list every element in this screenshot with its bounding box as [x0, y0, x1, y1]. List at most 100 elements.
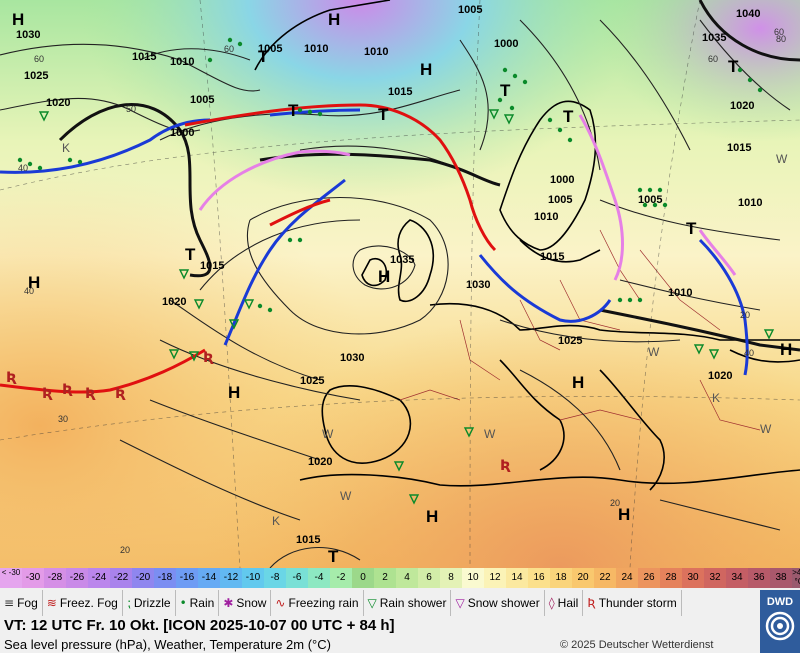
scale-cell: -14 — [198, 568, 220, 588]
scale-cell-min: < -30 — [0, 568, 22, 588]
svg-text:1010: 1010 — [170, 56, 194, 68]
graticule — [0, 0, 800, 568]
svg-text:40: 40 — [744, 348, 754, 358]
scale-cell: 12 — [484, 568, 506, 588]
low-centre: T — [686, 219, 697, 238]
scale-cell: -26 — [66, 568, 88, 588]
svg-text:1005: 1005 — [458, 4, 482, 16]
svg-text:1000: 1000 — [494, 38, 518, 50]
scale-cell: -6 — [286, 568, 308, 588]
svg-text:1005: 1005 — [548, 194, 572, 206]
weather-symbol-icon: • — [179, 596, 187, 610]
shower-markers — [38, 109, 775, 505]
symbol-legend-item: ✱ Snow — [219, 590, 272, 616]
weather-symbol-icon: ⁏ — [126, 596, 131, 610]
high-centre: H — [426, 507, 438, 526]
high-centre: H — [228, 383, 240, 402]
symbol-legend-item: ⁏ Drizzle — [123, 590, 176, 616]
rain-markers — [17, 37, 763, 313]
svg-text:Ʀ: Ʀ — [500, 458, 511, 474]
scale-cell: -22 — [110, 568, 132, 588]
symbol-label: Drizzle — [133, 595, 171, 610]
scale-cell: 22 — [594, 568, 616, 588]
pressure-centres: H H H H H H H H H H T T T T T T T T T — [12, 10, 792, 566]
symbol-legend-item: ▽ Rain shower — [364, 590, 452, 616]
svg-text:1030: 1030 — [466, 279, 490, 291]
high-centre: H — [420, 60, 432, 79]
scale-cell: -8 — [264, 568, 286, 588]
svg-text:60: 60 — [34, 54, 44, 64]
svg-text:1015: 1015 — [200, 260, 224, 272]
symbol-legend-item: • Rain — [176, 590, 220, 616]
low-centre: T — [258, 47, 269, 66]
thunderstorm-markers: ƦƦ Ʀ Ʀ ƦƦ Ʀ — [6, 350, 511, 474]
scale-cell: 24 — [616, 568, 638, 588]
svg-text:W: W — [648, 345, 660, 359]
cold-fronts — [0, 108, 749, 376]
svg-text:1010: 1010 — [304, 43, 328, 55]
scale-cell: 28 — [660, 568, 682, 588]
symbol-legend-item: ≋ Freez. Fog — [43, 590, 123, 616]
scale-cell: 6 — [418, 568, 440, 588]
svg-text:1040: 1040 — [736, 8, 760, 20]
weather-symbol-icon: ≡ — [4, 596, 15, 610]
scale-cell: 0 — [352, 568, 374, 588]
svg-text:60: 60 — [708, 54, 718, 64]
svg-text:1015: 1015 — [388, 86, 412, 98]
svg-text:Ʀ: Ʀ — [42, 386, 53, 402]
high-centre: H — [12, 10, 24, 29]
svg-text:1000: 1000 — [550, 174, 574, 186]
symbol-legend-item: ▽ Snow shower — [451, 590, 545, 616]
svg-text:1020: 1020 — [730, 100, 754, 112]
svg-text:50: 50 — [126, 104, 136, 114]
high-centre: H — [572, 373, 584, 392]
svg-text:K: K — [712, 391, 720, 405]
scale-cell: 20 — [572, 568, 594, 588]
scale-cell: -20 — [132, 568, 154, 588]
svg-text:1000: 1000 — [170, 127, 194, 139]
scale-cell: 8 — [440, 568, 462, 588]
svg-text:W: W — [322, 427, 334, 441]
svg-text:Ʀ: Ʀ — [85, 386, 96, 402]
symbol-legend-item: ≡ Fog — [0, 590, 43, 616]
svg-text:1020: 1020 — [708, 370, 732, 382]
scale-cell: 2 — [374, 568, 396, 588]
svg-text:1015: 1015 — [132, 51, 156, 63]
scale-cell: 16 — [528, 568, 550, 588]
dwd-logo: DWD — [760, 590, 800, 653]
svg-text:W: W — [340, 489, 352, 503]
svg-text:20: 20 — [120, 545, 130, 555]
svg-text:1005: 1005 — [638, 194, 662, 206]
symbol-label: Rain — [189, 595, 215, 610]
scale-cell: 30 — [682, 568, 704, 588]
low-centre: T — [288, 101, 299, 120]
troughs — [58, 0, 800, 352]
svg-text:1030: 1030 — [16, 29, 40, 41]
map-subtitle: Sea level pressure (hPa), Weather, Tempe… — [4, 637, 331, 652]
svg-text:40: 40 — [24, 286, 34, 296]
svg-text:20: 20 — [740, 310, 750, 320]
symbol-label: Freez. Fog — [59, 595, 118, 610]
symbol-legend-item: ∿ Freezing rain — [271, 590, 364, 616]
scale-cell: 36 — [748, 568, 770, 588]
symbol-label: Rain shower — [379, 595, 447, 610]
temperature-labels: 60 60 60 50 40 40 30 20 20 20 60 40 80 — [18, 27, 786, 555]
scale-cell: -4 — [308, 568, 330, 588]
weather-symbol-legend: ≡ Fog ≋ Freez. Fog ⁏ Drizzle • Rain ✱ Snow ∿ Freezi… — [0, 590, 760, 616]
scale-cell: 10 — [462, 568, 484, 588]
scale-cell: -18 — [154, 568, 176, 588]
high-centre: H — [328, 10, 340, 29]
svg-text:Ʀ: Ʀ — [6, 370, 17, 386]
valid-time: VT: 12 UTC Fr. 10 Okt. [ICON 2025-10-07 … — [4, 617, 395, 634]
copyright: © 2025 Deutscher Wetterdienst — [560, 639, 714, 651]
svg-text:60: 60 — [774, 27, 784, 37]
svg-text:1015: 1015 — [540, 251, 564, 263]
symbol-label: Snow — [236, 595, 267, 610]
symbol-legend-item: ◊ Hail — [545, 590, 584, 616]
scale-cell: 26 — [638, 568, 660, 588]
scale-cell: -10 — [242, 568, 264, 588]
scale-cell: -28 — [44, 568, 66, 588]
scale-cell: 38 — [770, 568, 792, 588]
scale-cell: 18 — [550, 568, 572, 588]
low-centre: T — [563, 107, 574, 126]
